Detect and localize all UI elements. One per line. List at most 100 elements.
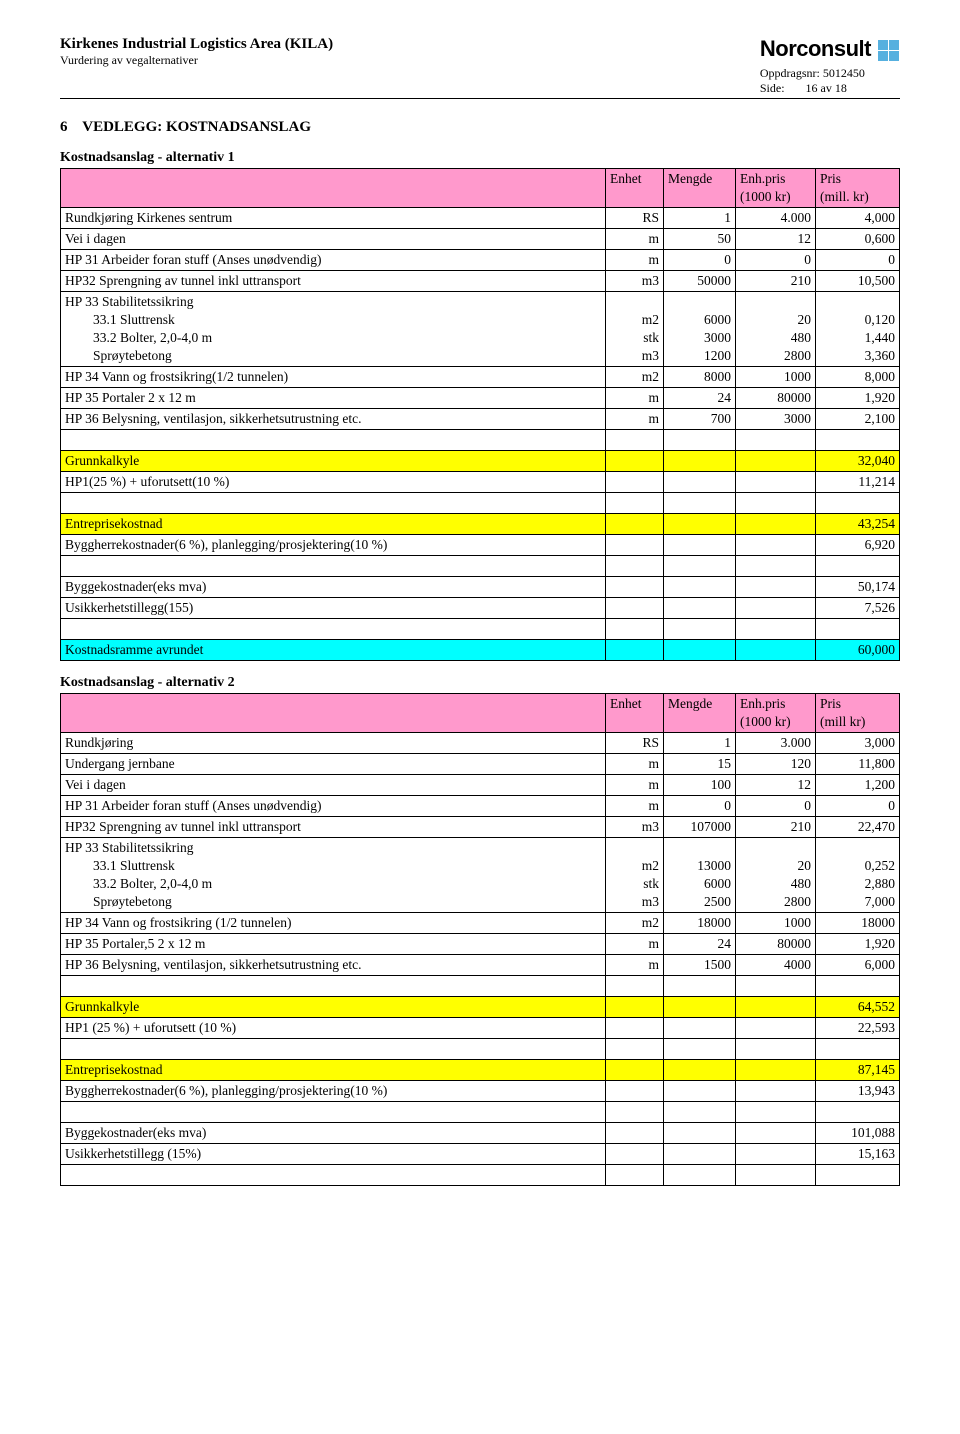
total-cell: 8,000 [816, 367, 900, 388]
oppdragsnr: Oppdragsnr: 5012450 [760, 66, 900, 81]
section-number: 6 [60, 119, 68, 135]
qty-cell: 1500 [664, 955, 736, 976]
qty-cell: 100 [664, 775, 736, 796]
price-cell: 4.000 [736, 208, 816, 229]
total-cell: 10,500 [816, 271, 900, 292]
subhead-alt-2: Kostnadsanslag - alternativ 2 [60, 675, 900, 691]
label-cell: HP 35 Portaler,5 2 x 12 m [61, 934, 606, 955]
document-title: Kirkenes Industrial Logistics Area (KILA… [60, 36, 333, 68]
table-row: Rundkjøring RS 1 3.000 3,000 [61, 733, 900, 754]
subhead-alt-1: Kostnadsanslag - alternativ 1 [60, 150, 900, 166]
total-cell: 1,200 [816, 775, 900, 796]
usikkerhet-row: Usikkerhetstillegg(155) 7,526 [61, 598, 900, 619]
table-row: HP 34 Vann og frostsikring(1/2 tunnelen)… [61, 367, 900, 388]
total-cell: 0 [816, 250, 900, 271]
price-cell: 80000 [736, 388, 816, 409]
entreprise-row: Entreprisekostnad 87,145 [61, 1060, 900, 1081]
hp1-row: HP1 (25 %) + uforutsett (10 %) 22,593 [61, 1018, 900, 1039]
unit-cell: m [606, 250, 664, 271]
price-cell: 4000 [736, 955, 816, 976]
qty-cell: 0 [664, 796, 736, 817]
unit-cell: RS [606, 733, 664, 754]
col-pris: Pris(mill. kr) [816, 169, 900, 208]
group-header: HP 33 Stabilitetssikring 33.1 Sluttrensk… [61, 838, 606, 913]
price-cell: 3.000 [736, 733, 816, 754]
qty-cell: 8000 [664, 367, 736, 388]
price-cell: 0 [736, 796, 816, 817]
qty-cell: 107000 [664, 817, 736, 838]
group-row: HP 33 Stabilitetssikring 33.1 Sluttrensk… [61, 292, 900, 367]
label-cell: HP 36 Belysning, ventilasjon, sikkerhets… [61, 409, 606, 430]
group-price: 204802800 [736, 838, 816, 913]
total-cell: 2,100 [816, 409, 900, 430]
usikkerhet-row: Usikkerhetstillegg (15%) 15,163 [61, 1144, 900, 1165]
byggekost-row: Byggekostnader(eks mva) 101,088 [61, 1123, 900, 1144]
group-row: HP 33 Stabilitetssikring 33.1 Sluttrensk… [61, 838, 900, 913]
unit-cell: m3 [606, 817, 664, 838]
t1-rows-block2: HP 34 Vann og frostsikring(1/2 tunnelen)… [61, 367, 900, 430]
total-cell: 18000 [816, 913, 900, 934]
unit-cell: m2 [606, 367, 664, 388]
total-cell: 11,800 [816, 754, 900, 775]
qty-cell: 24 [664, 388, 736, 409]
group-header: HP 33 Stabilitetssikring 33.1 Sluttrensk… [61, 292, 606, 367]
t2-rows-block2: HP 34 Vann og frostsikring (1/2 tunnelen… [61, 913, 900, 976]
unit-cell: m [606, 754, 664, 775]
group-total: 0,1201,4403,360 [816, 292, 900, 367]
group-unit: m2stkm3 [606, 292, 664, 367]
header-rule [60, 98, 900, 99]
qty-cell: 18000 [664, 913, 736, 934]
total-cell: 1,920 [816, 934, 900, 955]
price-cell: 80000 [736, 934, 816, 955]
table-row: Undergang jernbane m 15 120 11,800 [61, 754, 900, 775]
table-row: HP32 Sprengning av tunnel inkl uttranspo… [61, 271, 900, 292]
section-heading: 6 VEDLEGG: KOSTNADSANSLAG [60, 119, 900, 136]
cost-table-2: Enhet Mengde Enh.pris(1000 kr) Pris(mill… [60, 693, 900, 1186]
qty-cell: 700 [664, 409, 736, 430]
entreprise-row: Entreprisekostnad 43,254 [61, 514, 900, 535]
table-row: HP 36 Belysning, ventilasjon, sikkerhets… [61, 409, 900, 430]
side-label: Side: [760, 81, 785, 95]
qty-cell: 24 [664, 934, 736, 955]
header-right: Norconsult Oppdragsnr: 5012450 Side: 16 … [760, 36, 900, 96]
qty-cell: 50 [664, 229, 736, 250]
label-cell: HP 34 Vann og frostsikring(1/2 tunnelen) [61, 367, 606, 388]
title-line-1: Kirkenes Industrial Logistics Area (KILA… [60, 36, 333, 53]
total-cell: 22,470 [816, 817, 900, 838]
group-unit: m2stkm3 [606, 838, 664, 913]
table-row: Rundkjøring Kirkenes sentrum RS 1 4.000 … [61, 208, 900, 229]
byggherre-row: Byggherrekostnader(6 %), planlegging/pro… [61, 535, 900, 556]
byggekost-row: Byggekostnader(eks mva) 50,174 [61, 577, 900, 598]
grunnkalkyle-row: Grunnkalkyle 32,040 [61, 451, 900, 472]
label-cell: HP 31 Arbeider foran stuff (Anses unødve… [61, 250, 606, 271]
label-cell: HP 34 Vann og frostsikring (1/2 tunnelen… [61, 913, 606, 934]
unit-cell: m [606, 388, 664, 409]
byggherre-row: Byggherrekostnader(6 %), planlegging/pro… [61, 1081, 900, 1102]
table-row: HP 34 Vann og frostsikring (1/2 tunnelen… [61, 913, 900, 934]
label-cell: Vei i dagen [61, 229, 606, 250]
price-cell: 12 [736, 229, 816, 250]
title-line-2: Vurdering av vegalternativer [60, 53, 333, 68]
group-price: 204802800 [736, 292, 816, 367]
unit-cell: m [606, 409, 664, 430]
total-cell: 6,000 [816, 955, 900, 976]
label-cell: HP32 Sprengning av tunnel inkl uttranspo… [61, 271, 606, 292]
col-enhet: Enhet [606, 169, 664, 208]
col-enhet: Enhet [606, 694, 664, 733]
label-cell: HP 35 Portaler 2 x 12 m [61, 388, 606, 409]
price-cell: 1000 [736, 367, 816, 388]
unit-cell: RS [606, 208, 664, 229]
price-cell: 210 [736, 817, 816, 838]
qty-cell: 0 [664, 250, 736, 271]
total-cell: 4,000 [816, 208, 900, 229]
label-cell: Rundkjøring Kirkenes sentrum [61, 208, 606, 229]
label-cell: HP32 Sprengning av tunnel inkl uttranspo… [61, 817, 606, 838]
group-total: 0,2522,8807,000 [816, 838, 900, 913]
logo-text: Norconsult [760, 36, 871, 61]
qty-cell: 1 [664, 733, 736, 754]
group-qty: 1300060002500 [664, 838, 736, 913]
section-title: VEDLEGG: KOSTNADSANSLAG [82, 119, 311, 135]
col-enhpris: Enh.pris(1000 kr) [736, 694, 816, 733]
col-mengde: Mengde [664, 694, 736, 733]
total-cell: 3,000 [816, 733, 900, 754]
